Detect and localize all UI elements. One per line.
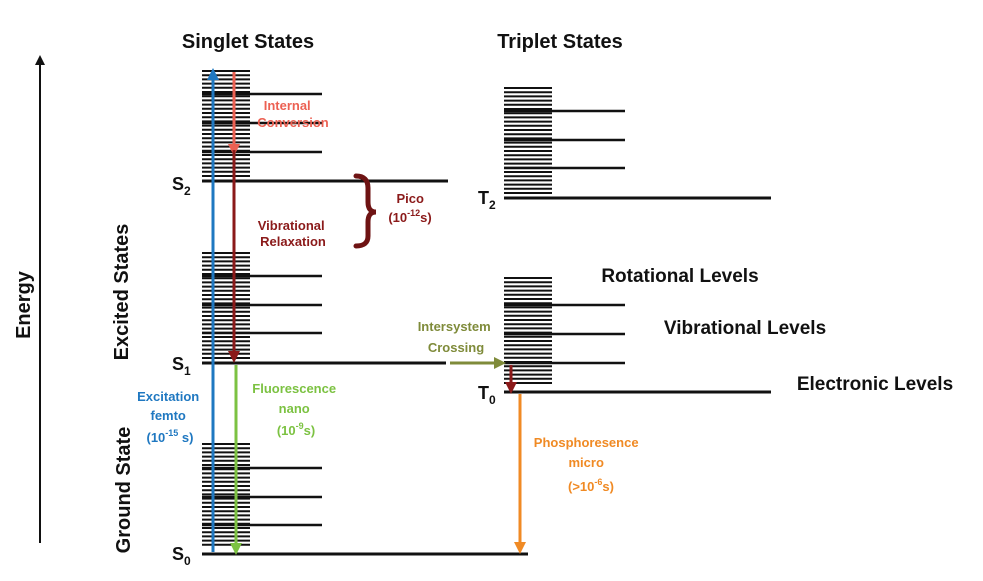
pico-label: Pico (10-12s)	[388, 191, 431, 225]
rotational-levels-label: Rotational Levels	[601, 266, 758, 287]
intersystem-crossing-label: Intersystem Crossing	[418, 319, 495, 355]
excited-states-label: Excited States	[111, 224, 133, 361]
triplet-level-lines	[504, 87, 625, 384]
t2-label: T2	[478, 188, 496, 212]
t0-label: T0	[478, 383, 496, 407]
vibrational-levels-label: Vibrational Levels	[664, 318, 826, 339]
vibrational-relaxation-label: Vibrational Relaxation	[258, 218, 329, 249]
fluorescence-label: Fluorescence nano (10-9s)	[252, 381, 339, 438]
internal-conversion-label: Internal Conversion	[257, 98, 329, 130]
electronic-levels-label: Electronic Levels	[797, 374, 953, 395]
singlet-states-heading: Singlet States	[182, 31, 314, 53]
phosphorescence-label: Phosphoresence micro (>10-6s)	[534, 435, 642, 494]
triplet-states-heading: Triplet States	[497, 31, 623, 53]
ground-state-label: Ground State	[113, 427, 135, 554]
s1-label: S1	[172, 354, 191, 378]
s0-label: S0	[172, 544, 191, 568]
energy-axis-label: Energy	[13, 270, 35, 339]
pico-brace	[353, 173, 377, 249]
s2-label: S2	[172, 174, 191, 198]
excitation-label: Excitation femto (10-15 s)	[137, 389, 203, 445]
singlet-level-lines	[202, 70, 322, 546]
